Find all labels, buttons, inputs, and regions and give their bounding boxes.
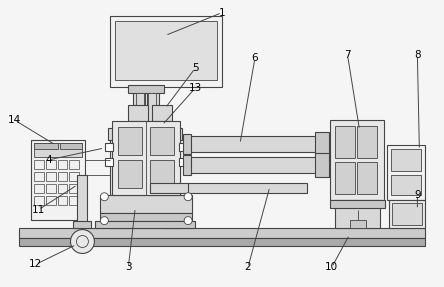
Bar [46, 184, 56, 193]
Circle shape [184, 193, 192, 201]
Bar [392, 149, 421, 171]
Bar [111, 130, 128, 228]
Text: 11: 11 [32, 205, 45, 215]
Bar [187, 157, 317, 173]
Bar [34, 196, 44, 205]
Bar [335, 162, 355, 194]
Bar [95, 221, 195, 228]
Bar [388, 145, 425, 200]
Text: 10: 10 [325, 262, 338, 272]
Bar [136, 93, 144, 128]
Text: 3: 3 [125, 262, 131, 272]
Bar [105, 143, 113, 151]
Text: 2: 2 [245, 262, 251, 272]
Bar [147, 87, 159, 105]
Bar [118, 160, 142, 188]
Bar [34, 160, 44, 169]
Text: 14: 14 [8, 115, 21, 125]
Text: 8: 8 [414, 51, 421, 61]
Bar [187, 136, 317, 152]
Circle shape [184, 217, 192, 225]
Bar [58, 172, 67, 181]
Bar [34, 184, 44, 193]
Circle shape [71, 230, 95, 253]
Bar [315, 132, 329, 156]
Bar [34, 143, 83, 157]
Bar [108, 128, 182, 140]
Bar [150, 160, 174, 188]
Bar [100, 213, 192, 221]
Bar [179, 158, 187, 166]
Text: 4: 4 [45, 155, 52, 165]
Bar [59, 143, 83, 149]
Text: 12: 12 [29, 259, 42, 269]
Text: 9: 9 [414, 190, 421, 200]
Bar [19, 228, 425, 238]
Bar [128, 105, 148, 121]
Bar [46, 172, 56, 181]
Bar [34, 172, 44, 181]
Bar [31, 140, 85, 220]
Bar [349, 220, 365, 228]
Bar [392, 203, 422, 225]
Bar [69, 160, 79, 169]
Bar [100, 195, 192, 213]
Bar [58, 184, 67, 193]
Bar [335, 126, 355, 158]
Bar [329, 200, 385, 208]
Bar [58, 196, 67, 205]
Bar [34, 143, 58, 149]
Bar [187, 183, 307, 193]
Bar [69, 172, 79, 181]
Bar [105, 158, 113, 166]
Bar [58, 160, 67, 169]
Bar [115, 21, 217, 80]
Bar [73, 221, 91, 228]
Bar [69, 196, 79, 205]
Bar [112, 121, 180, 195]
Text: 5: 5 [192, 63, 198, 73]
Bar [150, 183, 188, 193]
Bar [183, 155, 191, 175]
Text: 13: 13 [188, 83, 202, 93]
Circle shape [100, 217, 108, 225]
Bar [392, 175, 421, 195]
Text: 1: 1 [219, 8, 225, 18]
Bar [183, 134, 191, 154]
Bar [315, 153, 329, 177]
Bar [150, 127, 174, 155]
Bar [46, 160, 56, 169]
Bar [162, 130, 180, 228]
Bar [118, 127, 142, 155]
Bar [77, 175, 87, 228]
Bar [148, 93, 156, 128]
Text: 6: 6 [252, 53, 258, 63]
Bar [152, 105, 172, 121]
Bar [335, 200, 380, 228]
Bar [389, 200, 425, 228]
Text: 7: 7 [344, 51, 351, 61]
Bar [133, 87, 145, 105]
Bar [69, 184, 79, 193]
Bar [357, 126, 377, 158]
Bar [111, 15, 222, 87]
Bar [128, 85, 164, 93]
Bar [179, 143, 187, 151]
Bar [357, 162, 377, 194]
Bar [329, 120, 385, 200]
Circle shape [100, 193, 108, 201]
Bar [46, 196, 56, 205]
Bar [19, 238, 425, 245]
